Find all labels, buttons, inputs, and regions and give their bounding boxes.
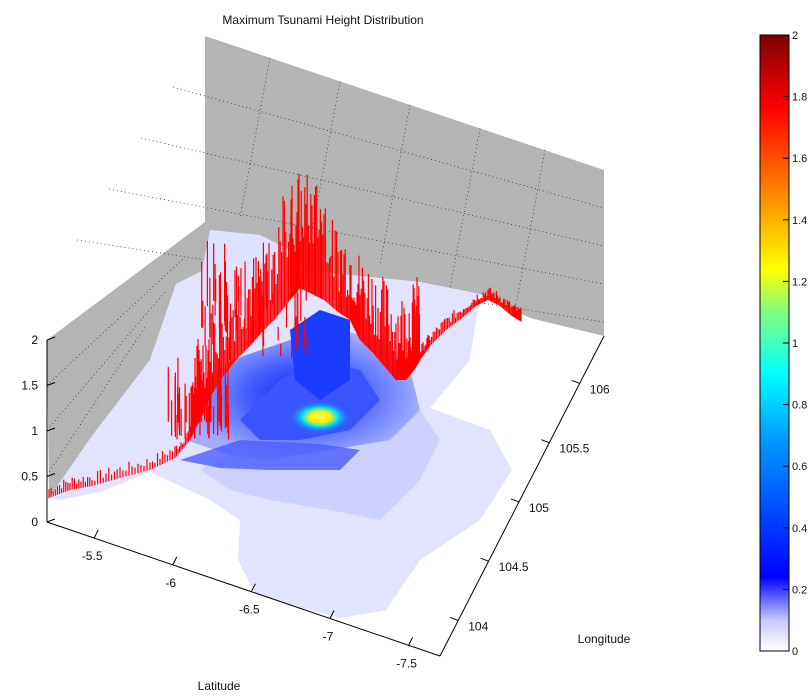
x-tick-label: -6 — [165, 576, 176, 590]
colorbar-tick-label: 0.6 — [792, 461, 807, 473]
wave-bottom-band — [180, 440, 360, 470]
x-axis-line — [46, 521, 441, 657]
coast-spikes — [48, 173, 522, 498]
colorbar-tick-label: 0.8 — [792, 400, 807, 412]
land-left-wall — [47, 222, 220, 498]
colorbar-tick-label: 0 — [792, 646, 798, 658]
x-tick-mark — [172, 556, 178, 566]
grid-line — [108, 188, 605, 285]
grid-line — [46, 326, 146, 476]
z-tick-label: 1 — [31, 424, 38, 438]
peak-hotspot — [290, 401, 350, 433]
y-tick-mark — [541, 439, 550, 444]
y-tick-mark — [450, 616, 459, 621]
y-tick-mark — [480, 557, 489, 562]
x-tick-label: -6.5 — [239, 603, 260, 617]
y-tick-label: 105 — [529, 501, 549, 515]
x-tick-mark — [329, 610, 335, 619]
colorbar-tick-label: 1.2 — [792, 276, 807, 288]
z-tick-mark — [46, 518, 56, 523]
colorbar: 0 0.2 0.4 0.6 0.8 1 1.2 1.4 1.6 1.8 2 — [759, 30, 807, 658]
colorbar-tick-label: 0.2 — [792, 584, 807, 596]
x-tick-label: -7 — [323, 629, 334, 643]
y-tick-label: 104 — [468, 619, 488, 633]
y-tick-mark — [510, 498, 520, 503]
x-tick-mark — [408, 637, 414, 646]
colorbar-tick-label: 1.6 — [792, 153, 807, 165]
colorbar-tick-label: 1.4 — [792, 215, 807, 227]
z-tick-mark — [46, 473, 56, 477]
z-tick-mark — [46, 336, 56, 341]
x-axis-label: Latitude — [198, 679, 241, 693]
y-ticks: 104 104.5 105 105.5 106 — [450, 379, 610, 633]
colorbar-tick-label: 0.4 — [792, 523, 807, 535]
x-tick-label: -7.5 — [396, 656, 417, 670]
y-axis-line — [439, 335, 605, 657]
y-axis-label: Longitude — [578, 632, 631, 646]
z-tick-mark — [46, 382, 56, 386]
y-tick-label: 105.5 — [559, 442, 589, 456]
z-tick-mark — [46, 427, 56, 432]
x-tick-mark — [93, 529, 99, 539]
x-ticks: -5.5 -6 -6.5 -7 -7.5 — [82, 529, 417, 670]
z-ticks: 0 0.5 1 1.5 2 — [21, 333, 56, 529]
colorbar-ticks: 0 0.2 0.4 0.6 0.8 1 1.2 1.4 1.6 1.8 2 — [783, 30, 807, 658]
z-tick-label: 0.5 — [21, 470, 38, 484]
y-tick-mark — [571, 379, 580, 384]
chart-title: Maximum Tsunami Height Distribution — [222, 13, 423, 27]
z-tick-label: 0 — [31, 515, 38, 529]
colorbar-tick-label: 1.8 — [792, 92, 807, 104]
y-tick-label: 104.5 — [499, 560, 529, 574]
colorbar-tick-label: 2 — [792, 30, 798, 42]
y-tick-label: 106 — [590, 382, 610, 396]
x-tick-label: -5.5 — [82, 549, 103, 563]
z-tick-label: 2 — [31, 333, 38, 347]
x-tick-mark — [250, 583, 256, 592]
z-tick-label: 1.5 — [21, 379, 38, 393]
grid-line — [140, 137, 605, 247]
colorbar-tick-label: 1 — [792, 338, 798, 350]
grid-line — [46, 256, 186, 386]
